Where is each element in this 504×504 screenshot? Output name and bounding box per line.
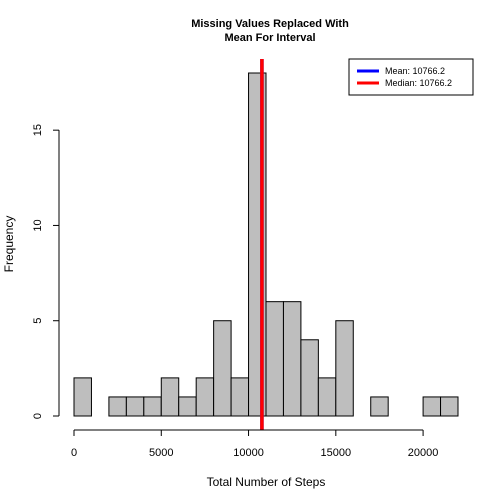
x-tick-label: 10000	[233, 447, 264, 459]
y-tick-label: 15	[32, 124, 44, 136]
histogram-bar	[230, 377, 250, 417]
y-tick-label: 5	[32, 318, 44, 324]
histogram-bar	[317, 377, 337, 417]
x-tick-label: 20000	[408, 447, 439, 459]
histogram-bar	[125, 396, 145, 417]
histogram-bar	[300, 339, 319, 417]
y-tick-label: 0	[32, 413, 44, 419]
histogram-bar	[108, 396, 127, 417]
histogram-bar	[143, 396, 162, 417]
y-tick-label: 10	[32, 219, 44, 231]
x-axis: 0 5000 10000 15000 20000	[71, 429, 439, 459]
chart-title: Missing Values Replaced With	[191, 18, 349, 30]
histogram-bar	[73, 377, 92, 417]
x-tick-label: 5000	[149, 447, 173, 459]
y-axis: 0 5 10 15	[32, 124, 60, 419]
histogram-bar	[178, 396, 197, 417]
bars-group	[73, 72, 459, 417]
legend-box	[348, 58, 474, 96]
histogram-bar	[335, 320, 354, 417]
legend: Mean: 10766.2 Median: 10766.2	[348, 58, 474, 96]
histogram-bar	[160, 377, 180, 417]
chart-subtitle: Mean For Interval	[224, 32, 315, 44]
x-tick-label: 15000	[321, 447, 352, 459]
histogram-bar	[440, 396, 459, 417]
histogram-bar	[282, 301, 302, 417]
legend-label: Median: 10766.2	[385, 78, 452, 88]
histogram-bar	[370, 396, 389, 417]
histogram-bar	[213, 320, 232, 417]
x-tick-label: 0	[71, 447, 77, 459]
histogram-bar	[195, 377, 215, 417]
histogram-bar	[422, 396, 442, 417]
y-axis-label: Frequency	[2, 216, 16, 273]
legend-label: Mean: 10766.2	[385, 66, 445, 76]
histogram-bar	[265, 301, 284, 417]
x-axis-label: Total Number of Steps	[207, 475, 326, 489]
